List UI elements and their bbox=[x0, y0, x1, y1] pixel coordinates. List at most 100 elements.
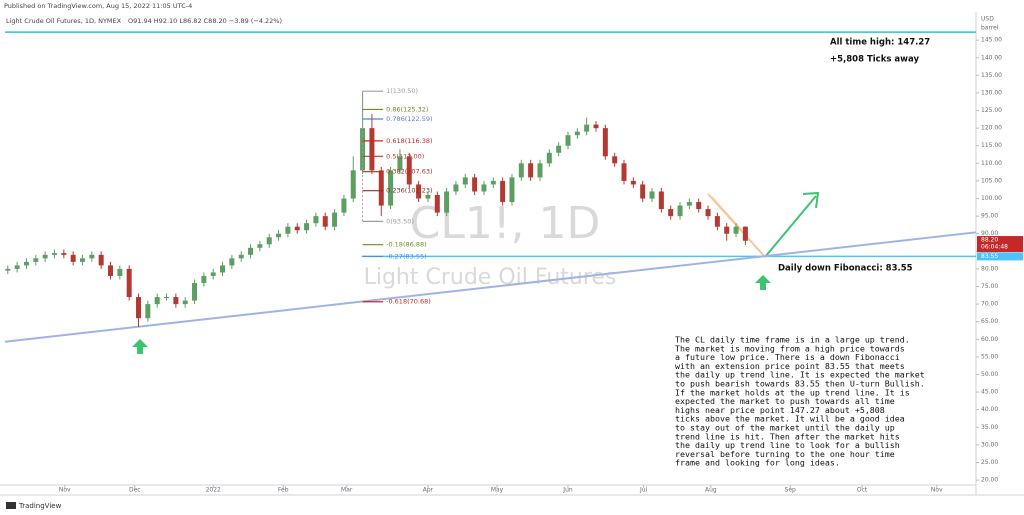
note-line: ticks above the market. It will be a goo… bbox=[675, 414, 905, 424]
candle-body bbox=[724, 226, 730, 234]
y-tick-label: 75.00 bbox=[981, 283, 998, 290]
candle-body bbox=[136, 297, 142, 319]
candle-body bbox=[500, 180, 506, 203]
x-tick-label: Aug bbox=[705, 487, 717, 494]
fib-label: 0(93.50) bbox=[386, 217, 414, 225]
note-line: The market is moving from a high price t… bbox=[675, 343, 905, 353]
x-tick-label: Jun bbox=[562, 487, 573, 494]
unit: barrel bbox=[981, 25, 999, 32]
candle-body bbox=[649, 191, 655, 199]
candle-body bbox=[182, 300, 188, 305]
x-tick-label: Mar bbox=[341, 487, 353, 494]
projection-up-head bbox=[802, 191, 820, 209]
candle-body bbox=[686, 202, 692, 206]
candle-body bbox=[145, 304, 151, 319]
candle-body bbox=[462, 177, 468, 185]
candle-body bbox=[108, 265, 114, 276]
annotation: Daily down Fibonacci: 83.55 bbox=[778, 264, 913, 274]
up-arrow bbox=[132, 275, 771, 354]
candle-body bbox=[79, 258, 85, 262]
fib-label: 0.382(107.63) bbox=[386, 168, 432, 176]
candle-body bbox=[285, 226, 291, 234]
y-tick-label: 60.00 bbox=[981, 336, 998, 343]
candle-body bbox=[677, 205, 683, 217]
candle-body bbox=[322, 216, 328, 227]
note-line: with an extension price point 83.55 that… bbox=[675, 361, 905, 371]
candle-body bbox=[444, 191, 450, 213]
fib-label: 0.86(125.32) bbox=[386, 105, 428, 113]
candle-body bbox=[574, 131, 580, 136]
y-tick-label: 125.00 bbox=[981, 107, 1002, 114]
candle-body bbox=[332, 212, 338, 227]
y-tick-label: 110.00 bbox=[981, 160, 1002, 167]
candle-body bbox=[658, 191, 664, 210]
candle-body bbox=[61, 253, 67, 255]
candle-body bbox=[70, 254, 76, 262]
candle-body bbox=[42, 254, 48, 259]
candle-body bbox=[350, 170, 356, 199]
candle-body bbox=[23, 261, 29, 266]
candle-body bbox=[266, 237, 272, 245]
candle-body bbox=[89, 254, 95, 259]
y-tick-label: 100.00 bbox=[981, 195, 1002, 202]
note-line: expected the market to push towards all … bbox=[675, 396, 895, 406]
fib-label: 0.786(122.59) bbox=[386, 115, 432, 123]
candle-body bbox=[537, 163, 543, 178]
y-tick-label: 120.00 bbox=[981, 125, 1002, 132]
candle-body bbox=[238, 254, 244, 259]
fib-label: -0.27(83.55) bbox=[386, 252, 427, 260]
candle-body bbox=[51, 253, 57, 255]
candle-body bbox=[201, 275, 207, 283]
y-tick-label: 65.00 bbox=[981, 318, 998, 325]
candle-body bbox=[164, 297, 170, 299]
y-tick-label: 90.00 bbox=[981, 230, 998, 237]
candle-body bbox=[229, 258, 235, 266]
x-tick-label: Oct bbox=[857, 487, 868, 494]
candle-body bbox=[117, 268, 123, 276]
candle-body bbox=[341, 198, 347, 213]
candle-body bbox=[556, 145, 562, 153]
candle-body bbox=[481, 184, 487, 192]
y-tick-label: 35.00 bbox=[981, 424, 998, 431]
y-tick-label: 20.00 bbox=[981, 477, 998, 484]
brand-name: TradingView bbox=[18, 502, 62, 510]
candle-body bbox=[220, 265, 226, 273]
x-tick-label: 2022 bbox=[206, 487, 221, 494]
x-tick-label: May bbox=[491, 487, 504, 494]
candle-body bbox=[294, 226, 300, 231]
candle-body bbox=[696, 202, 702, 210]
note-line: the daily up trend line to look for a bu… bbox=[675, 440, 900, 450]
brand: TradingView bbox=[6, 502, 62, 510]
candle-body bbox=[378, 170, 384, 206]
candle-body bbox=[192, 282, 198, 301]
candle-body bbox=[593, 124, 599, 129]
trend-line bbox=[4, 231, 977, 343]
x-tick-label: Feb bbox=[278, 487, 289, 494]
candle-body bbox=[5, 268, 11, 271]
candle-body bbox=[742, 226, 748, 241]
price-label-box bbox=[977, 236, 1023, 253]
candle-body bbox=[210, 272, 216, 276]
candle-body bbox=[621, 163, 627, 181]
candle-body bbox=[490, 180, 496, 185]
x-tick-label: Apr bbox=[423, 487, 434, 494]
y-tick-label: 55.00 bbox=[981, 353, 998, 360]
note-line: trend line is hit. Then after the market… bbox=[675, 431, 900, 441]
fib-label: 1(130.50) bbox=[386, 87, 418, 95]
candle-body bbox=[154, 297, 160, 305]
candle-body bbox=[630, 180, 636, 185]
y-tick-label: 50.00 bbox=[981, 371, 998, 378]
price-label: 83.55 bbox=[981, 253, 998, 260]
symbol-title: Light Crude Oil Futures, 1D, NYMEX bbox=[6, 17, 122, 25]
y-tick-label: 40.00 bbox=[981, 406, 998, 413]
candle-body bbox=[173, 297, 179, 305]
note-line: reversal before turning to the one hour … bbox=[675, 449, 895, 459]
candle-body bbox=[668, 209, 674, 217]
x-tick-label: Nov bbox=[59, 487, 71, 494]
candle-body bbox=[509, 177, 515, 203]
projection-guide bbox=[711, 196, 743, 231]
x-tick-label: Jul bbox=[639, 487, 648, 494]
y-tick-label: 145.00 bbox=[981, 37, 1002, 44]
fib-label: 0.618(116.38) bbox=[386, 137, 432, 145]
